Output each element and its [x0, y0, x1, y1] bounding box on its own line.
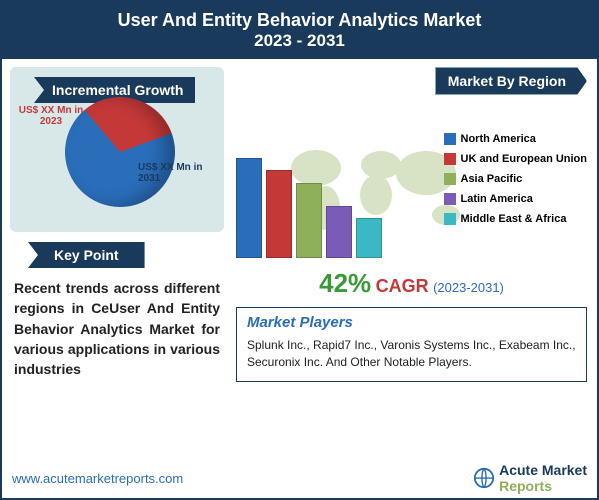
legend-swatch: [444, 193, 456, 205]
legend-item-na: North America: [444, 133, 588, 145]
legend-swatch: [444, 153, 456, 165]
logo-globe-icon: [473, 467, 495, 489]
legend-item-ap: Asia Pacific: [444, 173, 588, 185]
cagr-label: CAGR: [376, 276, 429, 296]
legend-swatch: [444, 133, 456, 145]
market-players-box: Market Players Splunk Inc., Rapid7 Inc.,…: [236, 307, 587, 382]
keypoint-section: Key Point Recent trends across different…: [10, 242, 224, 381]
pie-label-2023: US$ XX Mn in 2023: [16, 105, 86, 127]
legend-swatch: [444, 213, 456, 225]
bar-latin-america: [326, 206, 352, 258]
legend-label: North America: [461, 133, 536, 145]
legend-label: UK and European Union: [461, 153, 588, 165]
footer: www.acutemarketreports.com Acute Market …: [2, 462, 597, 494]
right-column: Market By Region: [232, 59, 597, 439]
region-ribbon: Market By Region: [435, 67, 587, 95]
header: User And Entity Behavior Analytics Marke…: [2, 2, 597, 59]
bar-uk-eu: [266, 170, 292, 258]
header-title: User And Entity Behavior Analytics Marke…: [2, 10, 597, 31]
legend-swatch: [444, 173, 456, 185]
left-column: Incremental Growth US$ XX Mn in 2023 US$…: [2, 59, 232, 439]
legend-label: Latin America: [461, 193, 533, 205]
region-legend: North America UK and European Union Asia…: [444, 133, 588, 233]
bar-mea: [356, 218, 382, 258]
logo-text-2: Reports: [499, 478, 552, 494]
keypoint-ribbon: Key Point: [28, 242, 145, 268]
logo-text-1: Acute Market: [499, 462, 587, 478]
players-text: Splunk Inc., Rapid7 Inc., Varonis System…: [247, 337, 576, 371]
legend-label: Asia Pacific: [461, 173, 523, 185]
footer-url: www.acutemarketreports.com: [12, 471, 183, 486]
bar-north-america: [236, 158, 262, 258]
cagr-line: 42% CAGR (2023-2031): [236, 268, 587, 299]
bar-chart: [236, 148, 382, 258]
header-years: 2023 - 2031: [2, 31, 597, 51]
logo-text: Acute Market Reports: [499, 462, 587, 494]
incremental-growth-box: Incremental Growth US$ XX Mn in 2023 US$…: [10, 67, 224, 232]
pie-label-2031: US$ XX Mn in 2031: [138, 162, 218, 184]
keypoint-text: Recent trends across different regions i…: [10, 276, 224, 381]
region-chart-box: North America UK and European Union Asia…: [236, 103, 587, 258]
legend-item-mea: Middle East & Africa: [444, 213, 588, 225]
players-title: Market Players: [247, 314, 576, 331]
content-area: Incremental Growth US$ XX Mn in 2023 US$…: [2, 59, 597, 439]
legend-label: Middle East & Africa: [461, 213, 567, 225]
footer-logo: Acute Market Reports: [473, 462, 587, 494]
bar-asia-pacific: [296, 183, 322, 258]
legend-item-eu: UK and European Union: [444, 153, 588, 165]
legend-item-la: Latin America: [444, 193, 588, 205]
cagr-years: (2023-2031): [433, 280, 504, 295]
cagr-value: 42%: [319, 268, 371, 298]
